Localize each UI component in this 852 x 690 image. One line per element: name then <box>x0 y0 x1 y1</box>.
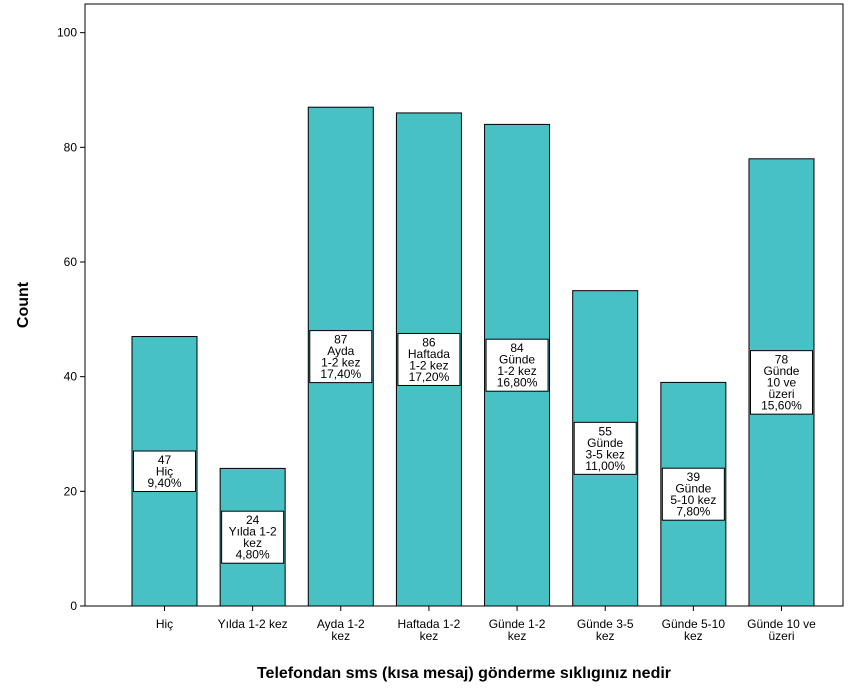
data-label-3: 86 Haftada 1-2 kez 17,20% <box>408 335 450 384</box>
data-labels-group: 47 Hiç 9,40% 24 Yılda 1-2 kez 4,80% 87 Ayda 1-2 k… <box>133 330 813 564</box>
data-label-5: 55 Günde 3-5 kez 11,00% <box>585 424 625 473</box>
x-tick-label-1: Yılda 1-2 kez <box>218 617 288 631</box>
y-tick-label-2: 40 <box>64 370 78 384</box>
y-tick-label-5: 100 <box>57 26 77 40</box>
x-tick-label-3: Haftada 1-2 kez <box>398 617 461 643</box>
data-label-6: 39 Günde 5-10 kez 7,80% <box>670 470 716 519</box>
data-label-box-7 <box>749 350 813 415</box>
x-axis-title: Telefondan sms (kısa mesaj) gönderme sık… <box>257 665 671 682</box>
y-axis-title: Count <box>15 281 32 328</box>
data-label-0: 47 Hiç 9,40% <box>147 453 181 490</box>
x-axis: Hiç Yılda 1-2 kez Ayda 1-2 kez Haftada 1-2 ke… <box>156 606 816 643</box>
y-tick-label-3: 60 <box>64 255 78 269</box>
x-tick-label-4: Günde 1-2 kez <box>489 617 546 643</box>
x-tick-label-6: Günde 5-10 kez <box>662 617 726 643</box>
y-tick-label-4: 80 <box>64 140 78 154</box>
plot-frame <box>84 3 844 607</box>
data-label-box-4 <box>485 338 549 392</box>
x-tick-label-7: Günde 10 ve üzeri <box>747 617 816 643</box>
data-label-box-0 <box>133 450 196 493</box>
data-label-box-3 <box>397 332 461 386</box>
data-label-7: 78 Günde 10 ve üzeri 15,60% <box>761 353 802 413</box>
data-label-4: 84 Günde 1-2 kez 16,80% <box>497 341 538 390</box>
x-tick-label-2: Ayda 1-2 kez <box>317 617 365 643</box>
data-label-box-1 <box>221 510 285 564</box>
x-tick-label-0: Hiç <box>156 617 173 631</box>
y-tick-label-0: 0 <box>70 599 77 613</box>
data-label-box-6 <box>661 467 725 521</box>
data-label-box-5 <box>573 421 637 475</box>
y-tick-label-1: 20 <box>64 484 78 498</box>
y-axis: 0 20 40 60 80 100 <box>57 26 85 613</box>
data-label-box-2 <box>309 330 373 384</box>
x-tick-label-5: Günde 3-5 kez <box>577 617 634 643</box>
data-label-1: 24 Yılda 1-2 kez 4,80% <box>229 513 277 562</box>
data-label-2: 87 Ayda 1-2 kez 17,40% <box>320 333 361 382</box>
